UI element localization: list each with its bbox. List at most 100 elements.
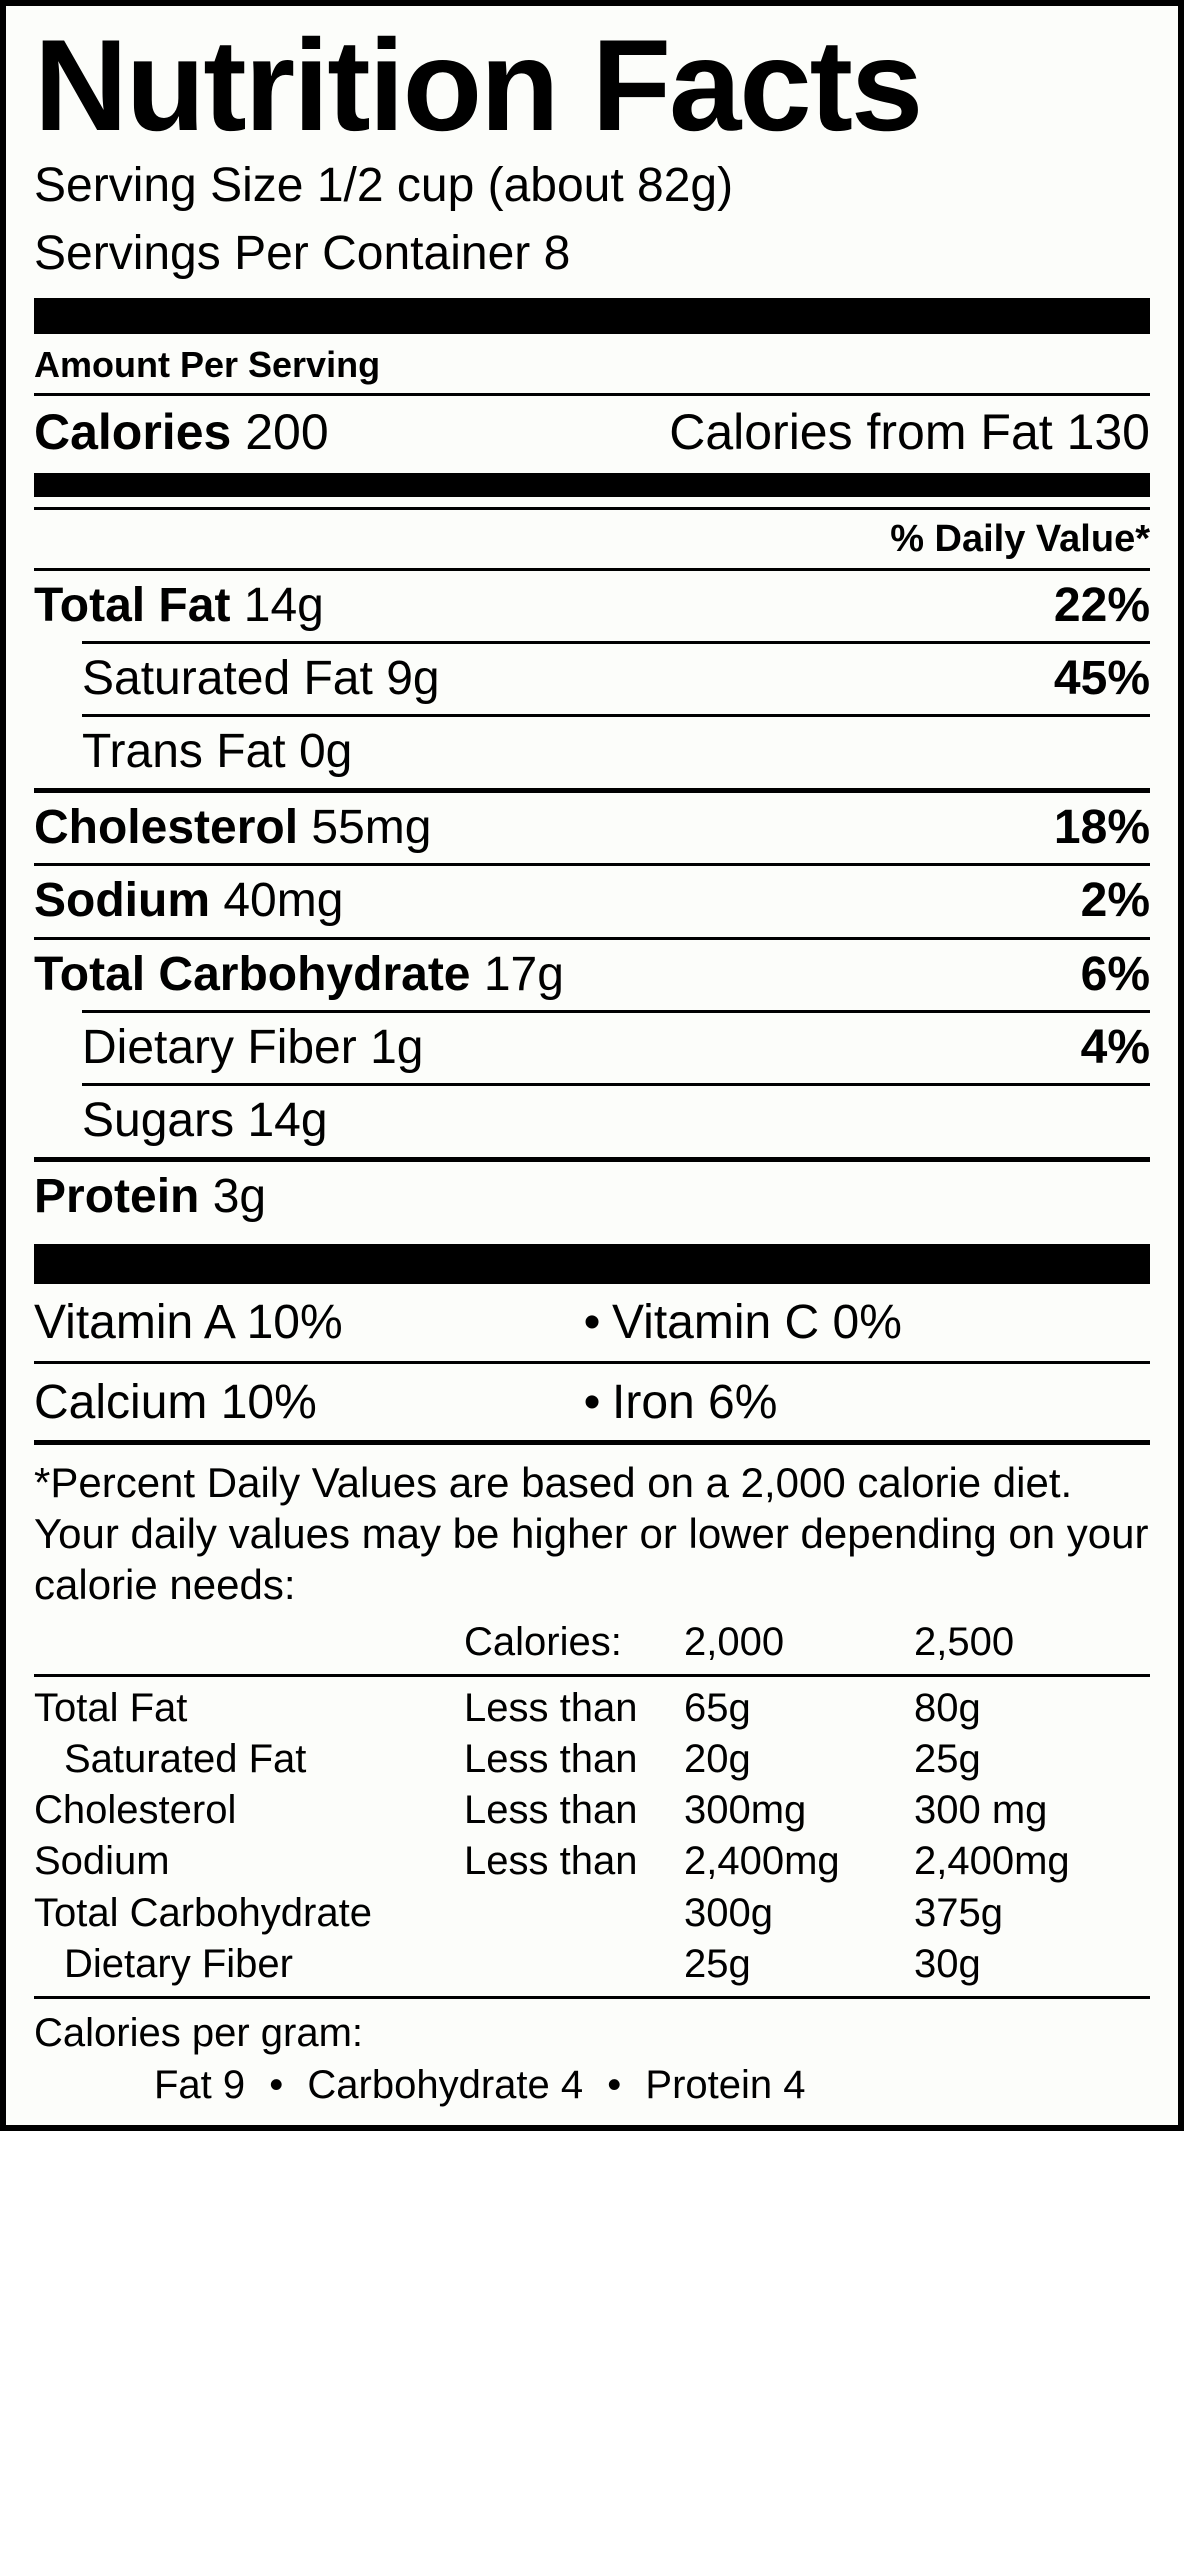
ref-h-2500: 2,500 (914, 1617, 1134, 1668)
ref-table-row: Dietary Fiber 25g30g (34, 1939, 1150, 1990)
ref-h-2000: 2,000 (684, 1617, 914, 1668)
ref-header-row: Calories: 2,000 2,500 (34, 1617, 1150, 1668)
ref-c4: 25g (914, 1734, 1134, 1785)
calories-left: Calories 200 (34, 406, 329, 459)
protein-value: 3g (213, 1170, 266, 1223)
carb-row: Total Carbohydrate 17g 6% (34, 940, 1150, 1010)
vitamin-a: Vitamin A 10% (34, 1298, 572, 1348)
amount-per-serving-heading: Amount Per Serving (34, 334, 1150, 394)
iron: Iron 6% (612, 1378, 1150, 1428)
sat-fat-label: Saturated Fat (82, 652, 373, 705)
ref-c1: Cholesterol (34, 1785, 464, 1836)
cholesterol-value: 55mg (311, 801, 431, 854)
ref-table-row: CholesterolLess than300mg300 mg (34, 1785, 1150, 1836)
calories-per-gram: Calories per gram: Fat 9 • Carbohydrate … (34, 1999, 1150, 2111)
ref-c2: Less than (464, 1734, 684, 1785)
sugars-label: Sugars (82, 1094, 234, 1147)
ref-c3: 20g (684, 1734, 914, 1785)
serving-size-value: 1/2 cup (about 82g) (317, 159, 733, 212)
bullet-icon: • (572, 1378, 612, 1428)
sodium-label: Sodium (34, 874, 210, 927)
ref-table-row: Total FatLess than65g80g (34, 1683, 1150, 1734)
ref-c4: 30g (914, 1939, 1134, 1990)
sodium-pct: 2% (1081, 876, 1150, 926)
pct-dv-header: % Daily Value* (34, 510, 1150, 568)
ref-c1: Dietary Fiber (34, 1939, 464, 1990)
total-fat-row: Total Fat 14g 22% (34, 571, 1150, 641)
ref-c2 (464, 1888, 684, 1939)
ref-c2 (464, 1939, 684, 1990)
calories-row: Calories 200 Calories from Fat 130 (34, 396, 1150, 467)
calories-from-fat: Calories from Fat 130 (669, 406, 1150, 459)
ref-c2: Less than (464, 1836, 684, 1887)
carb-label: Total Carbohydrate (34, 948, 471, 1001)
ref-c2: Less than (464, 1683, 684, 1734)
protein-label: Protein (34, 1170, 199, 1223)
ref-c1: Sodium (34, 1836, 464, 1887)
ref-c3: 25g (684, 1939, 914, 1990)
carb-value: 17g (484, 948, 564, 1001)
ref-c4: 300 mg (914, 1785, 1134, 1836)
cpg-carb: Carbohydrate 4 (307, 2063, 583, 2107)
ref-c3: 300mg (684, 1785, 914, 1836)
cpg-values: Fat 9 • Carbohydrate 4 • Protein 4 (34, 2059, 1150, 2111)
vitamin-row-1: Vitamin A 10% • Vitamin C 0% (34, 1284, 1150, 1360)
sugars-row: Sugars 14g (82, 1086, 1150, 1156)
ref-c4: 80g (914, 1683, 1134, 1734)
fiber-value: 1g (370, 1021, 423, 1074)
cpg-protein: Protein 4 (645, 2063, 805, 2107)
label-title: Nutrition Facts (34, 24, 1150, 148)
ref-c3: 300g (684, 1888, 914, 1939)
fiber-row: Dietary Fiber 1g 4% (82, 1013, 1150, 1083)
vitamin-c: Vitamin C 0% (612, 1298, 1150, 1348)
fiber-label: Dietary Fiber (82, 1021, 357, 1074)
trans-fat-row: Trans Fat 0g (82, 717, 1150, 787)
medium-rule-1 (34, 473, 1150, 497)
total-fat-pct: 22% (1054, 581, 1150, 631)
ref-c2: Less than (464, 1785, 684, 1836)
ref-h-calories: Calories: (464, 1617, 684, 1668)
cpg-fat: Fat 9 (154, 2063, 245, 2107)
thick-rule-2 (34, 1244, 1150, 1284)
sat-fat-pct: 45% (1054, 654, 1150, 704)
ref-c1: Total Carbohydrate (34, 1888, 464, 1939)
footnote-text: *Percent Daily Values are based on a 2,0… (34, 1445, 1150, 1617)
carb-pct: 6% (1081, 950, 1150, 1000)
servings-per-label: Servings Per Container (34, 227, 530, 280)
calcium: Calcium 10% (34, 1378, 572, 1428)
thick-rule-1 (34, 298, 1150, 334)
sodium-value: 40mg (223, 874, 343, 927)
cpg-heading: Calories per gram: (34, 2007, 1150, 2059)
sat-fat-row: Saturated Fat 9g 45% (82, 644, 1150, 714)
rule (34, 1674, 1150, 1677)
trans-fat-label: Trans Fat (82, 725, 286, 778)
bullet-icon: • (572, 1298, 612, 1348)
calories-label: Calories (34, 404, 231, 460)
ref-c1: Saturated Fat (34, 1734, 464, 1785)
servings-per-line: Servings Per Container 8 (34, 224, 1150, 284)
total-fat-value: 14g (244, 579, 324, 632)
bullet-icon: • (594, 2059, 634, 2111)
trans-fat-value: 0g (299, 725, 352, 778)
ref-table-row: Total Carbohydrate 300g375g (34, 1888, 1150, 1939)
serving-size-label: Serving Size (34, 159, 303, 212)
vitamin-row-2: Calcium 10% • Iron 6% (34, 1364, 1150, 1440)
ref-c4: 2,400mg (914, 1836, 1134, 1887)
ref-table-row: SodiumLess than2,400mg2,400mg (34, 1836, 1150, 1887)
nutrition-facts-label: Nutrition Facts Serving Size 1/2 cup (ab… (0, 0, 1184, 2131)
ref-c1: Total Fat (34, 1683, 464, 1734)
ref-table-row: Saturated FatLess than20g25g (34, 1734, 1150, 1785)
calories-from-fat-label: Calories from Fat (669, 404, 1052, 460)
sat-fat-value: 9g (386, 652, 439, 705)
servings-per-value: 8 (544, 227, 571, 280)
cholesterol-pct: 18% (1054, 803, 1150, 853)
serving-size-line: Serving Size 1/2 cup (about 82g) (34, 156, 1150, 216)
sodium-row: Sodium 40mg 2% (34, 866, 1150, 936)
cholesterol-label: Cholesterol (34, 801, 298, 854)
cholesterol-row: Cholesterol 55mg 18% (34, 793, 1150, 863)
calories-value: 200 (245, 404, 328, 460)
ref-c4: 375g (914, 1888, 1134, 1939)
ref-c3: 2,400mg (684, 1836, 914, 1887)
reference-table: Calories: 2,000 2,500 Total FatLess than… (34, 1617, 1150, 1990)
bullet-icon: • (256, 2059, 296, 2111)
